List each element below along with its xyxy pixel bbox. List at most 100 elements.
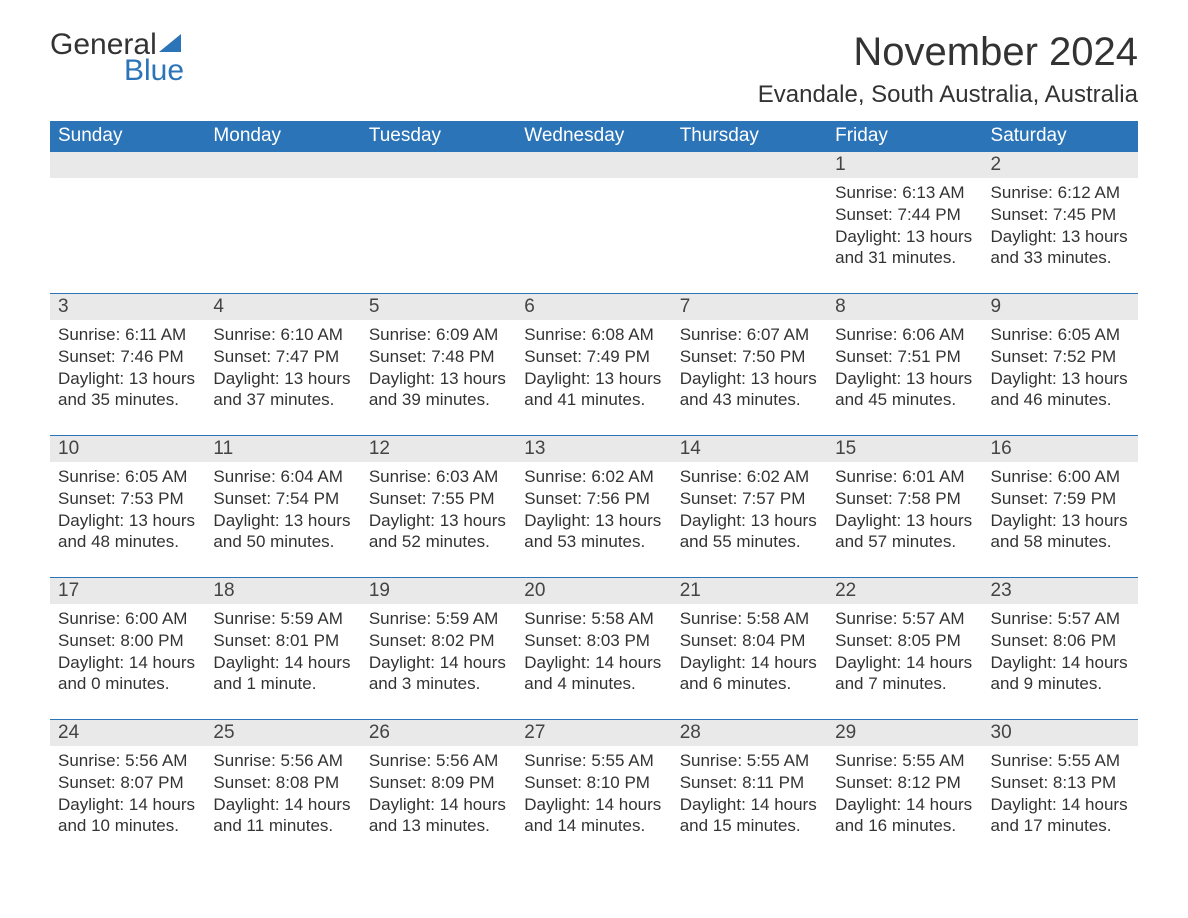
sunset-label: Sunset: <box>991 205 1053 224</box>
sunset-label: Sunset: <box>680 347 742 366</box>
sunrise-label: Sunrise: <box>58 609 125 628</box>
calendar-cell: 22Sunrise: 5:57 AMSunset: 8:05 PMDayligh… <box>827 578 982 720</box>
day-details: Sunrise: 5:55 AMSunset: 8:10 PMDaylight:… <box>516 746 671 837</box>
daylight-line: Daylight: 13 hours and 45 minutes. <box>835 368 974 412</box>
sunset-label: Sunset: <box>991 773 1053 792</box>
title-block: November 2024 Evandale, South Australia,… <box>758 30 1138 117</box>
sunset-value: 7:49 PM <box>587 347 650 366</box>
daylight-line: Daylight: 13 hours and 58 minutes. <box>991 510 1130 554</box>
daylight-label: Daylight: <box>835 227 906 246</box>
empty-daynum-strip <box>361 152 516 178</box>
sunset-line: Sunset: 8:03 PM <box>524 630 663 652</box>
sunset-line: Sunset: 8:01 PM <box>213 630 352 652</box>
day-number: 6 <box>516 294 671 320</box>
sunset-value: 7:48 PM <box>431 347 494 366</box>
day-number: 25 <box>205 720 360 746</box>
day-details: Sunrise: 6:10 AMSunset: 7:47 PMDaylight:… <box>205 320 360 411</box>
sunset-value: 8:07 PM <box>120 773 183 792</box>
daylight-line: Daylight: 13 hours and 46 minutes. <box>991 368 1130 412</box>
sunset-line: Sunset: 7:55 PM <box>369 488 508 510</box>
sunset-line: Sunset: 8:12 PM <box>835 772 974 794</box>
sunset-value: 8:03 PM <box>587 631 650 650</box>
calendar-cell: 23Sunrise: 5:57 AMSunset: 8:06 PMDayligh… <box>983 578 1138 720</box>
daylight-line: Daylight: 13 hours and 33 minutes. <box>991 226 1130 270</box>
weekday-header: Thursday <box>672 121 827 152</box>
sunset-value: 8:04 PM <box>742 631 805 650</box>
daylight-label: Daylight: <box>58 511 129 530</box>
sunset-value: 8:10 PM <box>587 773 650 792</box>
calendar-cell: 1Sunrise: 6:13 AMSunset: 7:44 PMDaylight… <box>827 152 982 294</box>
sunrise-line: Sunrise: 5:58 AM <box>524 608 663 630</box>
daylight-label: Daylight: <box>835 795 906 814</box>
sunset-value: 8:08 PM <box>276 773 339 792</box>
day-details: Sunrise: 6:03 AMSunset: 7:55 PMDaylight:… <box>361 462 516 553</box>
calendar-cell: 8Sunrise: 6:06 AMSunset: 7:51 PMDaylight… <box>827 294 982 436</box>
sunset-line: Sunset: 7:50 PM <box>680 346 819 368</box>
day-details: Sunrise: 6:00 AMSunset: 8:00 PMDaylight:… <box>50 604 205 695</box>
daylight-label: Daylight: <box>680 511 751 530</box>
day-number: 5 <box>361 294 516 320</box>
sunrise-label: Sunrise: <box>835 609 902 628</box>
day-number: 8 <box>827 294 982 320</box>
day-details: Sunrise: 5:56 AMSunset: 8:07 PMDaylight:… <box>50 746 205 837</box>
sunset-line: Sunset: 7:54 PM <box>213 488 352 510</box>
sunrise-line: Sunrise: 5:55 AM <box>835 750 974 772</box>
sunset-value: 8:12 PM <box>897 773 960 792</box>
sunrise-line: Sunrise: 5:56 AM <box>369 750 508 772</box>
daylight-line: Daylight: 13 hours and 53 minutes. <box>524 510 663 554</box>
calendar-cell: 17Sunrise: 6:00 AMSunset: 8:00 PMDayligh… <box>50 578 205 720</box>
sunset-label: Sunset: <box>835 631 897 650</box>
day-details: Sunrise: 5:59 AMSunset: 8:01 PMDaylight:… <box>205 604 360 695</box>
sunrise-label: Sunrise: <box>369 751 436 770</box>
sunrise-label: Sunrise: <box>213 325 280 344</box>
daylight-label: Daylight: <box>369 511 440 530</box>
sunset-label: Sunset: <box>58 631 120 650</box>
daylight-label: Daylight: <box>524 369 595 388</box>
empty-daynum-strip <box>205 152 360 178</box>
daylight-line: Daylight: 13 hours and 35 minutes. <box>58 368 197 412</box>
day-number: 1 <box>827 152 982 178</box>
sunset-value: 7:56 PM <box>587 489 650 508</box>
sunrise-label: Sunrise: <box>213 751 280 770</box>
day-number: 22 <box>827 578 982 604</box>
day-number: 16 <box>983 436 1138 462</box>
day-details: Sunrise: 6:12 AMSunset: 7:45 PMDaylight:… <box>983 178 1138 269</box>
sunset-value: 8:13 PM <box>1053 773 1116 792</box>
daylight-line: Daylight: 14 hours and 14 minutes. <box>524 794 663 838</box>
sunrise-line: Sunrise: 6:06 AM <box>835 324 974 346</box>
sunset-value: 8:02 PM <box>431 631 494 650</box>
sunset-label: Sunset: <box>58 347 120 366</box>
sunset-value: 8:11 PM <box>742 773 804 792</box>
sunrise-line: Sunrise: 5:57 AM <box>835 608 974 630</box>
sunset-line: Sunset: 7:52 PM <box>991 346 1130 368</box>
day-details: Sunrise: 6:11 AMSunset: 7:46 PMDaylight:… <box>50 320 205 411</box>
sunrise-value: 6:05 AM <box>1058 325 1120 344</box>
weekday-header: Tuesday <box>361 121 516 152</box>
day-details: Sunrise: 6:09 AMSunset: 7:48 PMDaylight:… <box>361 320 516 411</box>
calendar-cell <box>361 152 516 294</box>
sunset-line: Sunset: 8:04 PM <box>680 630 819 652</box>
sunrise-line: Sunrise: 6:01 AM <box>835 466 974 488</box>
sunset-label: Sunset: <box>680 773 742 792</box>
sunrise-line: Sunrise: 6:04 AM <box>213 466 352 488</box>
daylight-label: Daylight: <box>680 795 751 814</box>
day-number: 15 <box>827 436 982 462</box>
day-number: 18 <box>205 578 360 604</box>
day-number: 2 <box>983 152 1138 178</box>
empty-daynum-strip <box>672 152 827 178</box>
sunrise-label: Sunrise: <box>369 325 436 344</box>
sunset-line: Sunset: 8:02 PM <box>369 630 508 652</box>
calendar-cell: 24Sunrise: 5:56 AMSunset: 8:07 PMDayligh… <box>50 720 205 862</box>
sunrise-value: 6:08 AM <box>591 325 653 344</box>
daylight-label: Daylight: <box>524 795 595 814</box>
sunrise-line: Sunrise: 5:57 AM <box>991 608 1130 630</box>
sunset-label: Sunset: <box>835 773 897 792</box>
sunset-label: Sunset: <box>213 773 275 792</box>
sunrise-value: 6:01 AM <box>902 467 964 486</box>
sunset-line: Sunset: 7:56 PM <box>524 488 663 510</box>
daylight-line: Daylight: 13 hours and 37 minutes. <box>213 368 352 412</box>
calendar-cell: 11Sunrise: 6:04 AMSunset: 7:54 PMDayligh… <box>205 436 360 578</box>
sunrise-value: 6:04 AM <box>281 467 343 486</box>
sunset-line: Sunset: 7:57 PM <box>680 488 819 510</box>
day-number: 19 <box>361 578 516 604</box>
